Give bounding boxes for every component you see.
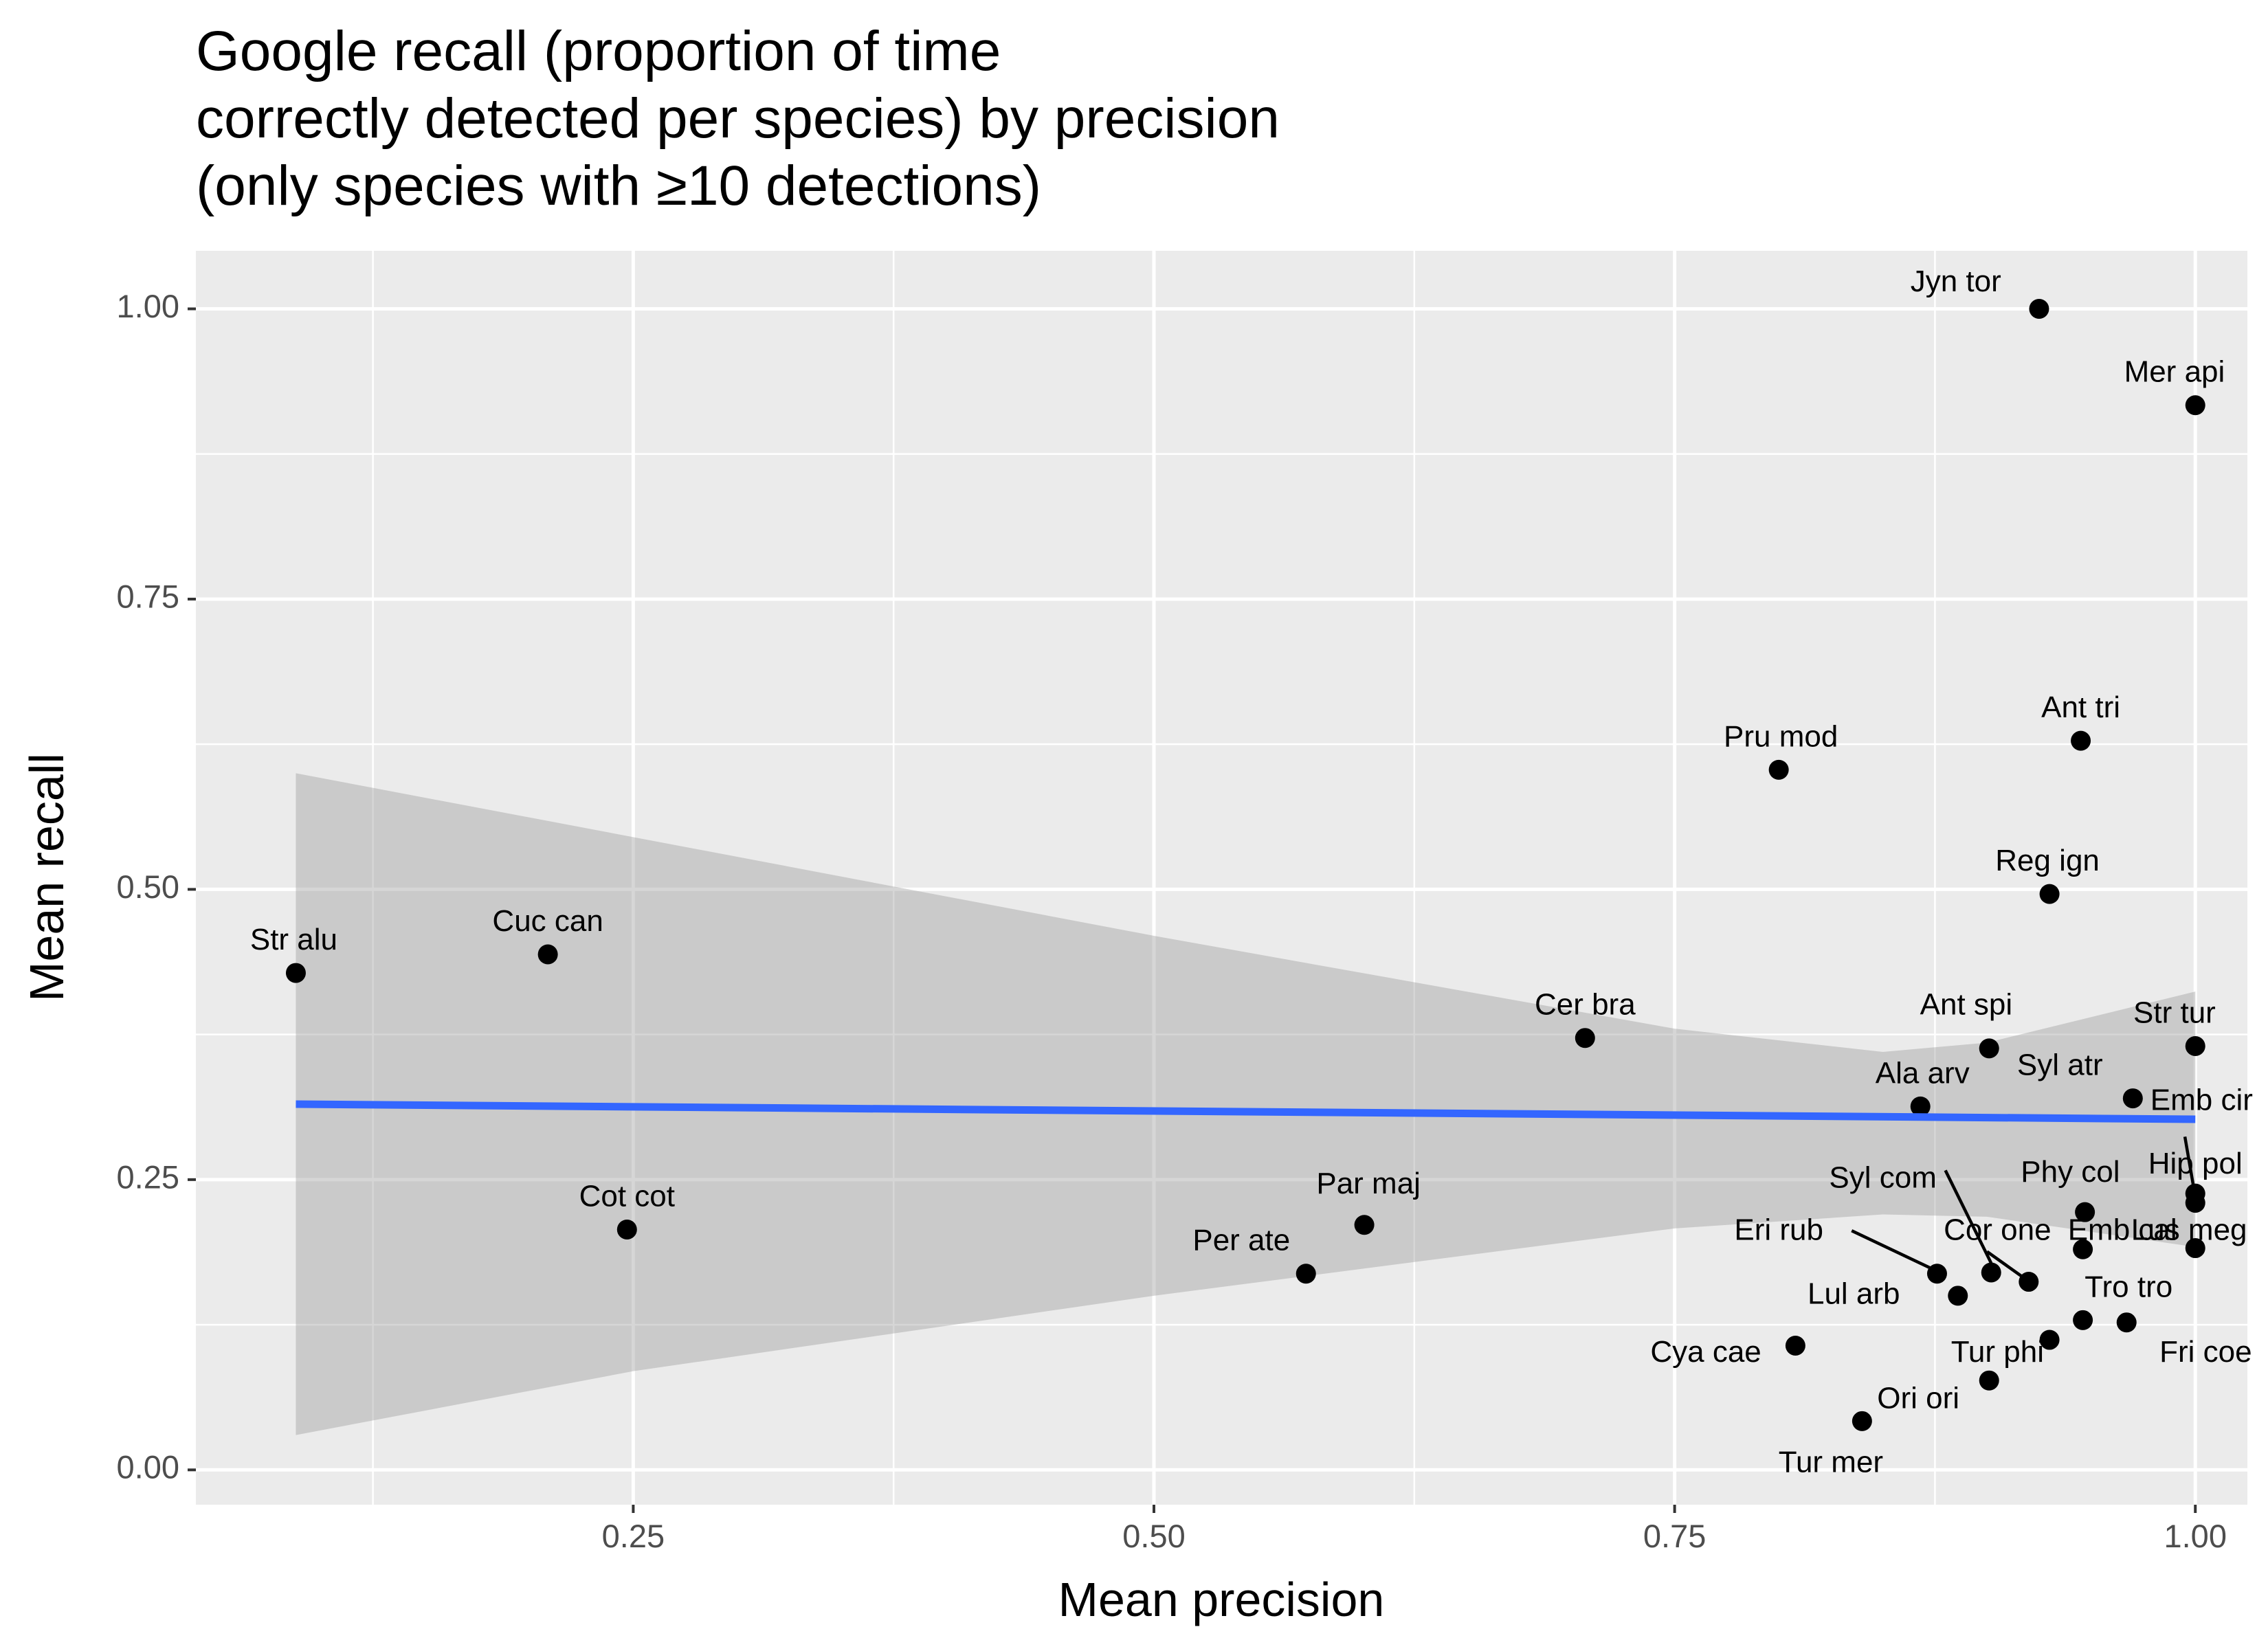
y-tick-label-1: 0.25 <box>117 1158 179 1195</box>
label-leaders <box>1851 1136 2197 1280</box>
point-cer-bra <box>1575 1028 1595 1048</box>
y-axis: 0.00 0.25 0.50 0.75 1.00 <box>117 288 196 1485</box>
y-tick-label-4: 1.00 <box>117 288 179 324</box>
leader-cor-one <box>1986 1250 2026 1280</box>
label-ori-ori: Ori ori <box>1877 1382 1959 1415</box>
trend-line <box>296 1100 2196 1123</box>
label-jyn-tor: Jyn tor <box>1911 265 2001 298</box>
y-tick-label-3: 0.75 <box>117 578 179 614</box>
point-tur-mer <box>1852 1411 1872 1431</box>
point-cya-cae <box>1785 1335 1805 1356</box>
label-tur-mer: Tur mer <box>1779 1445 1883 1479</box>
confidence-ribbon <box>296 773 2196 1435</box>
leader-emb-cir <box>2183 1136 2197 1198</box>
scatter-points <box>285 298 2205 1431</box>
plot-panel <box>196 251 2247 1505</box>
label-cya-cae: Cya cae <box>1650 1335 1761 1369</box>
chart-title: Google recall (proportion of time correc… <box>196 20 1280 217</box>
label-hip-pol: Hip pol <box>2148 1147 2243 1180</box>
x-tick-label-3: 1.00 <box>2164 1518 2226 1554</box>
y-tick-label-2: 0.50 <box>117 868 179 905</box>
y-tick-label-0: 0.00 <box>117 1449 179 1485</box>
label-emb-cal: Emb cal <box>2068 1213 2177 1247</box>
label-ant-spi: Ant spi <box>1920 988 2013 1022</box>
major-grid <box>196 251 2247 1505</box>
x-tick-label-2: 0.75 <box>1643 1518 1706 1554</box>
point-cuc-can <box>537 944 558 965</box>
point-reg-ign <box>2039 884 2060 904</box>
label-syl-com: Syl com <box>1829 1160 1936 1194</box>
point-fri-coe <box>2116 1312 2137 1333</box>
point-pru-mod <box>1768 759 1789 780</box>
point-phy-col <box>2075 1202 2095 1222</box>
chart-title-line-3: (only species with ≥10 detections) <box>196 155 1041 217</box>
y-axis-title: Mean recall <box>20 753 74 1002</box>
label-phy-col: Phy col <box>2021 1155 2120 1189</box>
point-ant-spi <box>1979 1038 1999 1059</box>
point-ala-arv <box>1910 1096 1931 1117</box>
point-cot-cot <box>616 1220 637 1240</box>
label-fri-coe: Fri coe <box>2159 1335 2252 1369</box>
point-tur-phi <box>2039 1330 2060 1350</box>
point-labels: Jyn tor Mer api Ant tri Pru mod Reg ign Str a… <box>250 265 2253 1479</box>
leader-eri-rub <box>1851 1229 1936 1272</box>
point-syl-com <box>1981 1262 2001 1283</box>
point-str-tur <box>2185 1036 2205 1057</box>
label-lus-meg: Lus meg <box>2131 1213 2247 1247</box>
point-mer-api <box>2185 395 2205 416</box>
label-syl-atr: Syl atr <box>2017 1048 2103 1082</box>
label-per-ate: Per ate <box>1192 1224 1290 1257</box>
point-lus-meg <box>2185 1238 2205 1259</box>
point-str-alu <box>285 963 306 983</box>
point-par-maj <box>1354 1215 1375 1235</box>
label-par-maj: Par maj <box>1316 1167 1421 1200</box>
point-ant-tri <box>2071 730 2091 751</box>
point-lul-arb <box>1948 1286 1968 1306</box>
label-pru-mod: Pru mod <box>1724 719 1838 753</box>
x-tick-label-1: 0.50 <box>1122 1518 1185 1554</box>
leader-syl-com <box>1944 1169 1993 1264</box>
label-ant-tri: Ant tri <box>2041 691 2120 724</box>
point-syl-atr <box>2122 1088 2143 1109</box>
label-tur-phi: Tur phi <box>1951 1335 2044 1369</box>
label-eri-rub: Eri rub <box>1734 1213 1823 1247</box>
chart-title-line-2: correctly detected per species) by preci… <box>196 87 1280 150</box>
label-reg-ign: Reg ign <box>1995 844 2100 877</box>
label-tro-tro: Tro tro <box>2084 1270 2172 1303</box>
point-emb-cal <box>2073 1239 2093 1259</box>
point-jyn-tor <box>2029 298 2049 319</box>
x-tick-label-0: 0.25 <box>602 1518 665 1554</box>
label-emb-cir: Emb cir <box>2150 1083 2253 1117</box>
label-cot-cot: Cot cot <box>579 1180 675 1213</box>
label-cuc-can: Cuc can <box>492 904 603 938</box>
chart-title-line-1: Google recall (proportion of time <box>196 20 1001 82</box>
label-ala-arv: Ala arv <box>1876 1056 1970 1090</box>
label-lul-arb: Lul arb <box>1808 1277 1900 1310</box>
point-tro-tro <box>2073 1310 2093 1330</box>
label-cor-one: Cor one <box>1944 1213 2052 1247</box>
point-per-ate <box>1296 1264 1316 1284</box>
label-cer-bra: Cer bra <box>1535 988 1636 1022</box>
point-ori-ori <box>1979 1370 1999 1391</box>
x-axis: 0.25 0.50 0.75 1.00 <box>602 1505 2227 1554</box>
label-mer-api: Mer api <box>2124 355 2225 389</box>
label-str-tur: Str tur <box>2133 996 2216 1030</box>
label-str-alu: Str alu <box>250 923 337 956</box>
minor-grid <box>196 251 2247 1505</box>
x-axis-title: Mean precision <box>1058 1573 1385 1626</box>
